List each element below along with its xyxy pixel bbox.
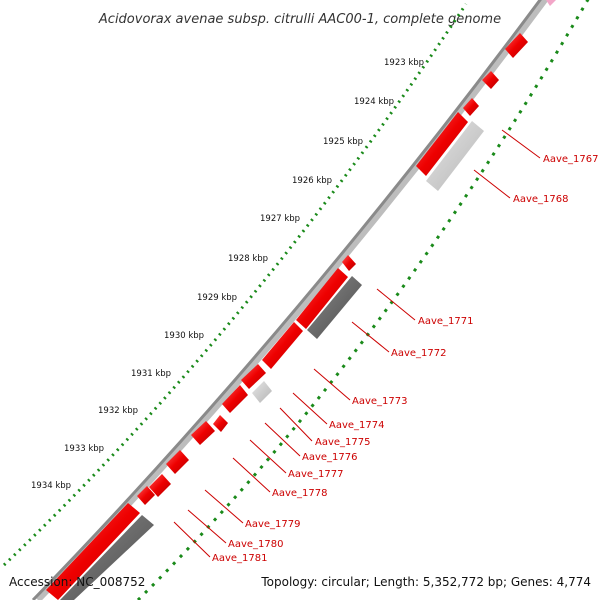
gene-label-aave-1780[interactable]: Aave_1780	[228, 539, 284, 550]
gene-feature	[166, 450, 189, 474]
callout-line	[173, 521, 211, 558]
callout-line	[187, 509, 227, 544]
tick-label: 1929 kbp	[197, 293, 237, 303]
gene-feature	[482, 71, 499, 89]
tick-label: 1930 kbp	[164, 331, 204, 341]
gene-label-aave-1777[interactable]: Aave_1777	[288, 469, 344, 480]
tick-labels: 1923 kbp 1924 kbp 1925 kbp 1926 kbp 1927…	[31, 58, 424, 491]
gene-label-aave-1776[interactable]: Aave_1776	[302, 452, 358, 463]
gene-feature	[213, 415, 228, 432]
callout-line	[351, 321, 390, 353]
gene-feature	[191, 421, 215, 445]
gene-feature	[46, 503, 140, 600]
tick-label: 1925 kbp	[323, 137, 363, 147]
callout-line	[204, 489, 244, 524]
tick-label: 1923 kbp	[384, 58, 424, 68]
gene-features	[46, 33, 528, 600]
gene-labels: Aave_1767 Aave_1768 Aave_1771 Aave_1772 …	[212, 154, 599, 564]
tick-label: 1931 kbp	[131, 369, 171, 379]
gene-label-aave-1767[interactable]: Aave_1767	[543, 154, 599, 165]
tick-label: 1932 kbp	[98, 406, 138, 416]
tick-label: 1933 kbp	[64, 444, 104, 454]
gene-feature	[222, 385, 248, 413]
tick-label: 1927 kbp	[260, 214, 300, 224]
gene-label-aave-1775[interactable]: Aave_1775	[315, 437, 371, 448]
gene-feature	[137, 486, 155, 505]
callout-line	[264, 422, 301, 457]
callout-line	[501, 129, 541, 159]
gene-label-aave-1778[interactable]: Aave_1778	[272, 488, 328, 499]
callout-line	[292, 392, 328, 425]
gene-feature	[296, 268, 348, 329]
callout-line	[232, 457, 271, 493]
callout-line	[313, 368, 351, 401]
tick-label: 1928 kbp	[228, 254, 268, 264]
gene-feature	[463, 98, 479, 116]
map-title: Acidovorax avenae subsp. citrulli AAC00-…	[98, 12, 501, 27]
tick-label: 1924 kbp	[354, 97, 394, 107]
topology-text: Topology: circular; Length: 5,352,772 bp…	[260, 575, 591, 589]
accession-text: Accession: NC_008752	[9, 575, 145, 589]
gene-feature	[149, 474, 171, 497]
gene-feature	[426, 121, 484, 191]
gene-feature	[307, 276, 362, 339]
callout-line	[473, 169, 511, 199]
tick-label: 1926 kbp	[292, 176, 332, 186]
callout-line	[249, 439, 287, 474]
gene-feature	[241, 364, 266, 389]
gene-label-aave-1768[interactable]: Aave_1768	[513, 194, 569, 205]
tick-label: 1934 kbp	[31, 481, 71, 491]
gene-feature	[416, 112, 468, 176]
callout-lines	[173, 129, 541, 558]
gene-label-aave-1772[interactable]: Aave_1772	[391, 348, 447, 359]
callout-line	[376, 288, 416, 321]
tick-ring-inner	[2, 3, 468, 567]
gene-feature	[262, 322, 303, 369]
gene-label-aave-1779[interactable]: Aave_1779	[245, 519, 301, 530]
pink-feature	[546, 0, 556, 6]
gene-label-aave-1773[interactable]: Aave_1773	[352, 396, 408, 407]
gene-label-aave-1771[interactable]: Aave_1771	[418, 316, 474, 327]
genome-backbone	[31, 0, 542, 600]
gene-feature	[60, 515, 154, 600]
callout-line	[279, 407, 313, 442]
gene-label-aave-1781[interactable]: Aave_1781	[212, 553, 268, 564]
gene-feature	[342, 255, 356, 271]
gene-label-aave-1774[interactable]: Aave_1774	[329, 420, 385, 431]
gene-feature	[252, 381, 272, 403]
gene-feature	[505, 33, 528, 58]
